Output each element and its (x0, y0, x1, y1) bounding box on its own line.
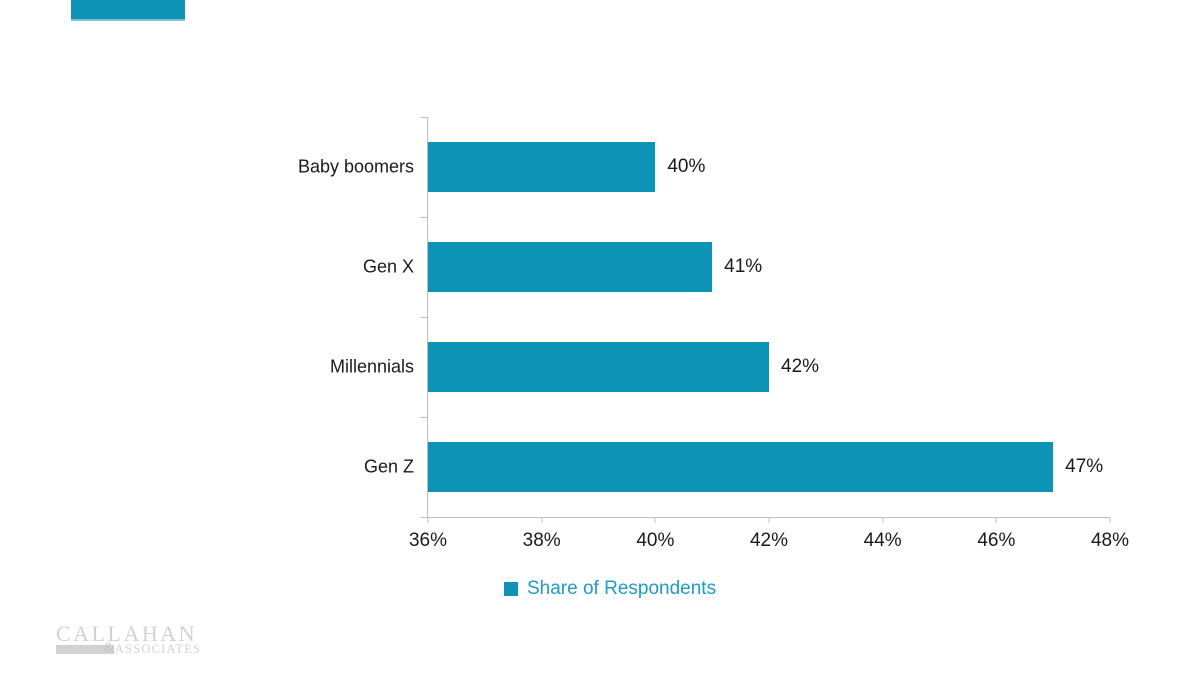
x-axis-tick (541, 517, 543, 523)
value-label: 40% (667, 156, 706, 177)
category-band: Gen X 41% (363, 217, 1110, 317)
x-axis-tick-label: 48% (1090, 530, 1130, 551)
logo-wordmark: CALLAHAN (56, 621, 197, 646)
y-axis-tick (420, 116, 427, 118)
x-axis-tick (654, 517, 656, 523)
legend-swatch (504, 582, 518, 596)
x-axis-tick-label: 40% (636, 530, 675, 551)
bar-millennials (428, 342, 769, 392)
x-axis-tick (768, 517, 770, 523)
category-band: Millennials 42% (330, 317, 1110, 417)
logo-subline: & ASSOCIATES (56, 641, 206, 656)
y-axis-tick (420, 416, 427, 418)
y-axis-tick (420, 516, 427, 518)
x-axis-tick (1109, 517, 1111, 523)
legend: Share of Respondents (504, 578, 716, 600)
y-axis-tick (420, 216, 427, 218)
callahan-associates-logo: CALLAHAN & ASSOCIATES (56, 621, 206, 656)
legend-label: Share of Respondents (527, 578, 717, 599)
category-label-gen-x: Gen X (362, 256, 414, 277)
logo-bar (56, 644, 114, 654)
logo-ampersand: & (104, 641, 115, 656)
x-axis-tick (427, 517, 429, 523)
logo-associates-text: ASSOCIATES (114, 642, 202, 656)
value-label: 47% (1065, 456, 1104, 477)
accent-rectangle (71, 0, 185, 21)
category-label-gen-z: Gen Z (363, 456, 414, 477)
x-axis-tick (995, 517, 997, 523)
bar-chart-plot-area: Baby boomers 40% Gen X 41% Millennials 42% Gen… (298, 116, 1129, 551)
x-axis-tick-label: 42% (749, 530, 789, 551)
bar-gen-x (428, 242, 713, 292)
category-label-millennials: Millennials (329, 356, 414, 377)
bar-gen-z (428, 442, 1054, 492)
category-label-baby-boomers: Baby boomers (297, 156, 414, 177)
category-band: Gen Z 47% (364, 417, 1110, 517)
value-label: 41% (724, 256, 763, 277)
x-axis-tick-label: 36% (408, 530, 448, 551)
x-axis-tick-label: 38% (522, 530, 561, 551)
bar-baby-boomers (428, 142, 656, 192)
x-axis-tick (882, 517, 884, 523)
x-axis-tick-label: 44% (863, 530, 902, 551)
x-axis-tick-label: 46% (977, 530, 1016, 551)
category-band: Baby boomers 40% (298, 117, 1110, 217)
value-label: 42% (781, 356, 820, 377)
y-axis-tick (420, 316, 427, 318)
